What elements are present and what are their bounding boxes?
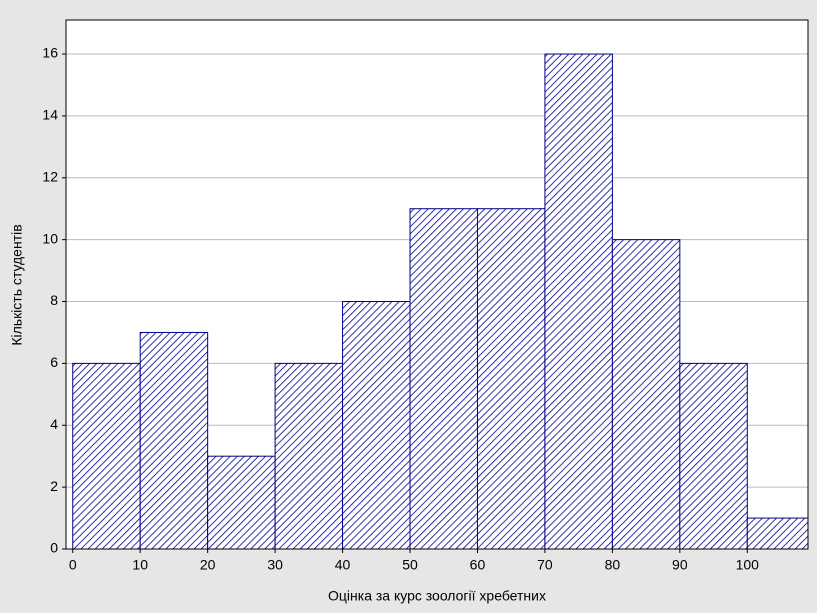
bar xyxy=(476,208,546,549)
bar xyxy=(611,239,681,549)
y-tick-label: 16 xyxy=(42,45,58,61)
x-tick-label: 90 xyxy=(672,557,688,573)
x-tick-label: 70 xyxy=(537,557,553,573)
bar xyxy=(409,208,478,549)
x-tick-label: 60 xyxy=(470,557,486,573)
x-tick-label: 10 xyxy=(132,557,148,573)
y-tick-label: 2 xyxy=(50,478,58,494)
x-axis-title: Оцінка за курс зоології хребетних xyxy=(328,588,546,604)
y-tick-label: 10 xyxy=(42,230,58,246)
x-tick-label: 40 xyxy=(335,557,351,573)
y-tick-label: 0 xyxy=(50,540,58,556)
x-tick-label: 100 xyxy=(736,557,760,573)
y-tick-label: 6 xyxy=(50,354,58,370)
bars xyxy=(72,53,808,549)
bar xyxy=(679,362,748,549)
x-tick-label: 0 xyxy=(69,557,77,573)
x-tick-label: 30 xyxy=(267,557,283,573)
y-tick-label: 14 xyxy=(42,107,58,123)
x-tick-label: 50 xyxy=(402,557,418,573)
bar xyxy=(72,362,141,549)
bar xyxy=(544,53,613,549)
bar xyxy=(207,455,276,549)
x-tick-label: 80 xyxy=(605,557,621,573)
plot-frame xyxy=(65,19,809,550)
bar xyxy=(274,362,344,549)
y-tick-label: 8 xyxy=(50,292,58,308)
y-tick-label: 4 xyxy=(50,416,58,432)
x-tick-label: 20 xyxy=(200,557,216,573)
bar xyxy=(746,517,808,549)
y-tick-label: 12 xyxy=(42,168,58,184)
y-axis-title: Кількість студентів xyxy=(9,224,25,345)
bar xyxy=(342,301,411,549)
bar xyxy=(139,331,209,549)
